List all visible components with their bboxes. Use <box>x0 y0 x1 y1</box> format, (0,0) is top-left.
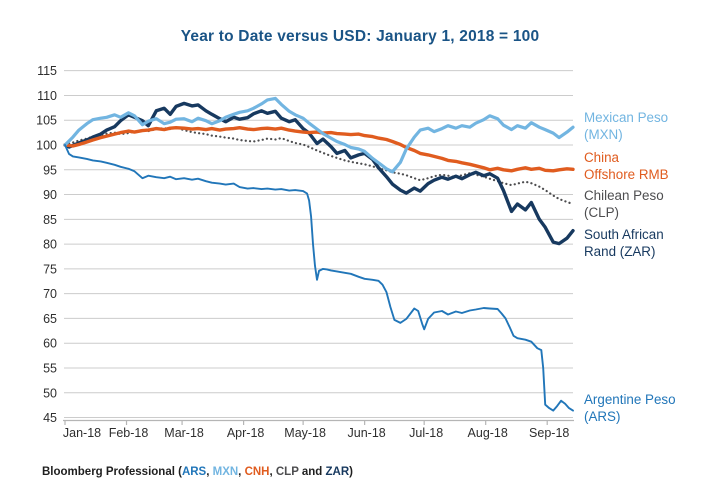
source-segment: , <box>269 466 276 478</box>
x-tick-label: Jan-18 <box>63 426 101 440</box>
legend-cnh-line1: China <box>584 150 619 165</box>
y-tick-label: 95 <box>43 163 57 177</box>
y-tick-label: 70 <box>43 287 57 301</box>
source-segment: , <box>238 466 245 478</box>
legend-mxn-line1: Mexican Peso <box>584 110 669 125</box>
source-segment: MXN <box>212 466 239 478</box>
series-line-cnh <box>63 125 575 173</box>
y-tick-label: 65 <box>43 312 57 326</box>
source-segment: , <box>206 466 213 478</box>
legend-ars: Argentine Peso (ARS) <box>584 391 716 425</box>
source-segment: CLP <box>275 466 299 478</box>
source-segment: and <box>298 466 326 478</box>
x-tick-label: Feb-18 <box>109 426 149 440</box>
legend-mxn-line2: (MXN) <box>584 127 623 142</box>
y-tick-label: 110 <box>37 89 57 103</box>
y-tick-label: 50 <box>43 386 57 400</box>
source-segment: ZAR <box>325 466 350 478</box>
series-line-clp <box>63 126 575 206</box>
y-tick-label: 85 <box>43 213 57 227</box>
x-tick-label: Sep-18 <box>529 426 569 440</box>
legend-ars-line1: Argentine Peso <box>584 392 676 407</box>
legend-clp: Chilean Peso (CLP) <box>584 187 716 221</box>
x-tick-label: Jun-18 <box>348 426 386 440</box>
series-line-ars <box>64 144 574 412</box>
legend-cnh: China Offshore RMB <box>584 149 716 183</box>
source-segment: ) <box>349 466 353 478</box>
y-tick-label: 60 <box>43 337 57 351</box>
source-segment: Bloomberg Professional ( <box>42 466 182 478</box>
chart-title: Year to Date versus USD: January 1, 2018… <box>180 28 540 45</box>
legend-zar-line1: South African <box>584 227 664 242</box>
x-tick-label: Mar-18 <box>164 426 204 440</box>
legend-zar-line2: Rand (ZAR) <box>584 244 656 259</box>
x-tick-label: Apr-18 <box>227 426 265 440</box>
gridlines <box>64 70 573 419</box>
x-axis <box>63 419 574 425</box>
y-tick-label: 80 <box>43 238 57 252</box>
legend-cnh-line2: Offshore RMB <box>584 167 669 182</box>
source-segment: ARS <box>181 466 207 478</box>
legend-ars-line2: (ARS) <box>584 409 621 424</box>
x-tick-label: Aug-18 <box>468 426 508 440</box>
x-tick-label: May-18 <box>284 426 326 440</box>
legend-mxn: Mexican Peso (MXN) <box>584 109 716 143</box>
y-tick-label: 115 <box>37 64 57 78</box>
source-attribution: Bloomberg Professional (ARS, MXN, CNH, C… <box>42 466 353 478</box>
legend-clp-line1: Chilean Peso <box>584 188 664 203</box>
y-tick-label: 105 <box>36 114 57 128</box>
x-axis-labels: Jan-18 Feb-18 Mar-18 Apr-18 May-18 Jun-18 Jul-… <box>63 426 570 440</box>
series-line-mxn <box>63 96 575 174</box>
y-axis-labels: 115 110 105 100 95 90 85 80 75 70 65 60 55 50 45 <box>36 64 57 425</box>
y-tick-label: 90 <box>43 188 57 202</box>
y-tick-label: 100 <box>36 139 57 153</box>
legend-zar: South African Rand (ZAR) <box>584 226 716 260</box>
x-tick-label: Jul-18 <box>409 426 443 440</box>
source-segment: CNH <box>244 466 270 478</box>
y-tick-label: 45 <box>43 411 57 425</box>
y-tick-label: 55 <box>43 361 57 375</box>
legend-clp-line2: (CLP) <box>584 205 619 220</box>
y-tick-label: 75 <box>43 262 57 276</box>
